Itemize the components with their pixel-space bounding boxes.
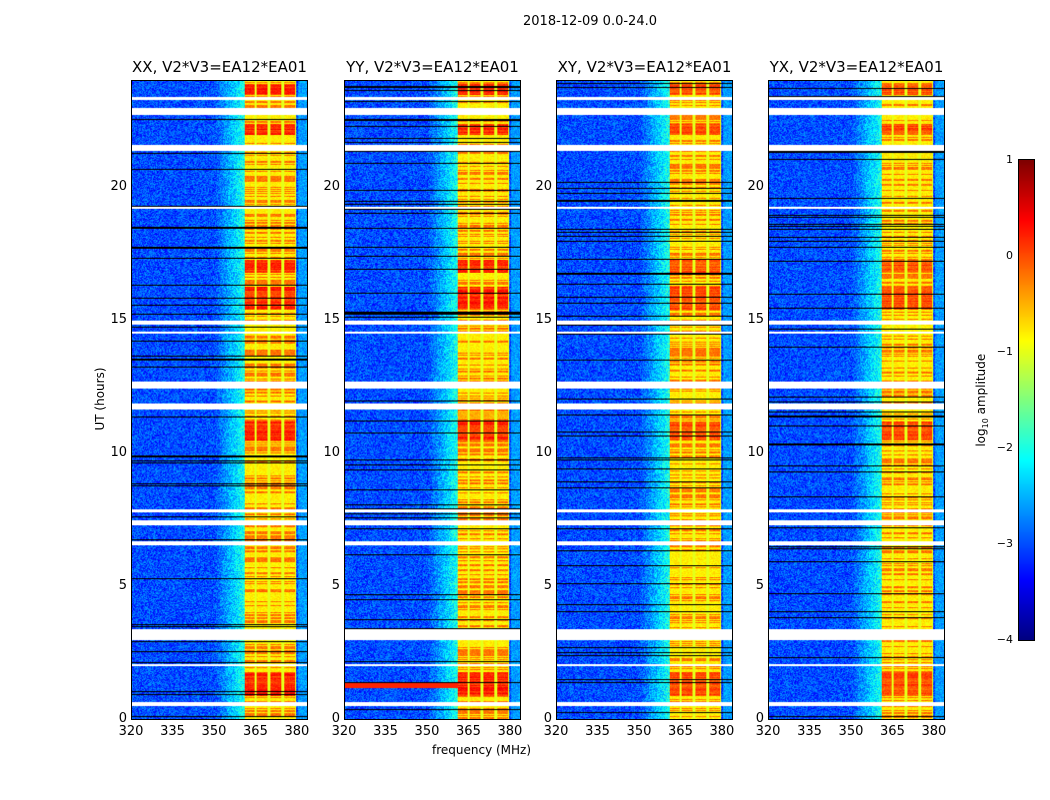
y-tick-label: 10: [535, 444, 552, 460]
heatmap-yx: [768, 80, 945, 720]
x-tick-label: 365: [243, 724, 268, 739]
colorbar-tick-label: 0: [1006, 249, 1013, 262]
heatmap-cells-yy: [345, 81, 520, 719]
y-tick-label: 0: [118, 711, 127, 726]
heatmap-xx: [131, 80, 308, 720]
x-tick-label: 365: [880, 724, 905, 739]
x-tick-label: 365: [668, 724, 693, 739]
y-tick-label: 20: [110, 178, 127, 194]
y-tick-label: 5: [755, 577, 764, 593]
y-tick-label: 0: [755, 711, 764, 726]
y-tick-label: 10: [323, 444, 340, 460]
heatmap-xy: [556, 80, 733, 720]
x-tick-label: 320: [331, 724, 357, 739]
y-tick-label: 15: [535, 311, 552, 327]
colorbar-label: log10 amplitude: [974, 340, 990, 460]
heatmap-cells-yx: [769, 81, 944, 719]
panel-title-xy: XY, V2*V3=EA12*EA01: [557, 58, 732, 76]
y-tick-label: 0: [331, 711, 340, 726]
figure-title: 2018-12-09 0.0-24.0: [523, 14, 657, 29]
y-tick-label: 20: [535, 178, 552, 194]
y-tick-label: 15: [110, 311, 127, 327]
heatmap-cells-xy: [557, 81, 732, 719]
x-tick-label: 350: [626, 724, 652, 739]
x-tick-label: 335: [797, 724, 822, 739]
y-tick-label: 5: [543, 577, 552, 593]
x-axis-label: frequency (MHz): [432, 743, 532, 757]
y-tick-label: 15: [747, 311, 764, 327]
y-tick-label: 5: [331, 577, 340, 593]
colorbar-label-main: log: [973, 428, 988, 447]
x-tick-label: 380: [709, 724, 735, 739]
x-tick-label: 380: [284, 724, 310, 739]
heatmap-cells-xx: [132, 81, 307, 719]
x-tick-label: 365: [456, 724, 481, 739]
panel-title-xx: XX, V2*V3=EA12*EA01: [132, 58, 307, 76]
colorbar-tick-label: −3: [996, 537, 1013, 550]
x-tick-label: 320: [543, 724, 569, 739]
y-axis-label: UT (hours): [93, 367, 107, 431]
panel-title-yy: YY, V2*V3=EA12*EA01: [346, 58, 519, 76]
colorbar-tick-label: −2: [996, 441, 1013, 454]
colorbar-label-sub: 10: [981, 418, 991, 429]
colorbar-label-rest: amplitude: [973, 353, 988, 419]
x-tick-label: 380: [921, 724, 947, 739]
colorbar-tick-label: −4: [996, 633, 1013, 646]
x-tick-label: 335: [160, 724, 185, 739]
colorbar-tick-label: −1: [996, 345, 1013, 358]
x-tick-label: 380: [497, 724, 523, 739]
y-tick-label: 5: [118, 577, 127, 593]
x-tick-label: 335: [373, 724, 398, 739]
colorbar-tick-label: 1: [1006, 153, 1013, 166]
y-tick-label: 10: [110, 444, 127, 460]
heatmap-yy: [344, 80, 521, 720]
y-tick-label: 0: [543, 711, 552, 726]
colorbar: [1018, 159, 1035, 641]
x-tick-label: 350: [838, 724, 864, 739]
x-tick-label: 350: [201, 724, 227, 739]
y-tick-label: 20: [323, 178, 340, 194]
x-tick-label: 320: [755, 724, 781, 739]
x-tick-label: 320: [118, 724, 144, 739]
x-tick-label: 350: [414, 724, 440, 739]
panel-title-yx: YX, V2*V3=EA12*EA01: [769, 58, 944, 76]
y-tick-label: 20: [747, 178, 764, 194]
x-tick-label: 335: [585, 724, 610, 739]
y-tick-label: 10: [747, 444, 764, 460]
y-tick-label: 15: [323, 311, 340, 327]
